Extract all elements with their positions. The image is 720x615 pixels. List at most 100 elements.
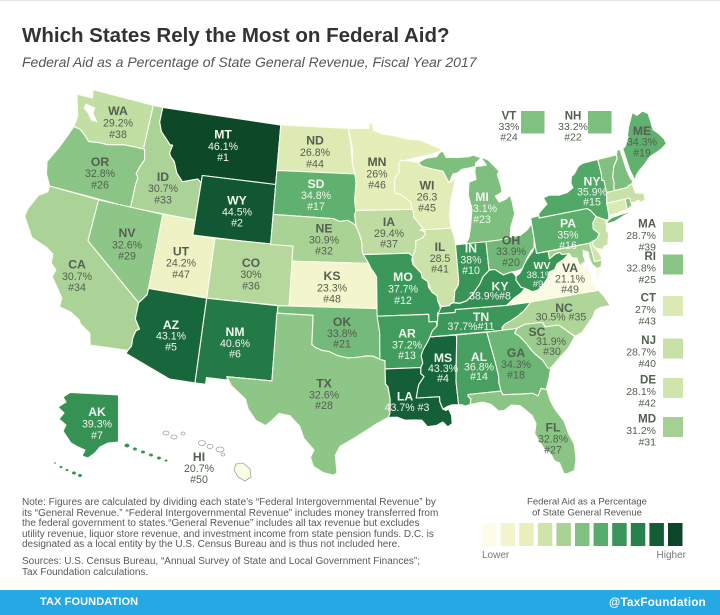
- svg-text:AL: AL: [471, 350, 488, 364]
- svg-text:MO: MO: [393, 270, 413, 284]
- svg-text:IN: IN: [465, 242, 477, 256]
- svg-text:#47: #47: [172, 269, 190, 281]
- svg-text:28.5: 28.5: [430, 253, 451, 265]
- svg-text:#18: #18: [507, 370, 525, 382]
- svg-text:UT: UT: [173, 244, 190, 258]
- svg-text:#37: #37: [380, 239, 398, 251]
- svg-text:31.9%: 31.9%: [536, 336, 567, 348]
- svg-text:28.7%: 28.7%: [626, 230, 656, 242]
- svg-text:28.7%: 28.7%: [626, 346, 656, 358]
- svg-text:#44: #44: [306, 158, 324, 170]
- svg-text:#9: #9: [533, 279, 544, 290]
- svg-text:30.7%: 30.7%: [148, 183, 179, 195]
- svg-text:27%: 27%: [635, 304, 656, 316]
- svg-text:#33: #33: [154, 194, 172, 206]
- svg-text:#48: #48: [323, 294, 341, 306]
- svg-text:#28: #28: [315, 400, 333, 412]
- svg-text:#45: #45: [418, 202, 436, 214]
- svg-text:#17: #17: [307, 201, 325, 213]
- svg-text:43.7% #3: 43.7% #3: [385, 402, 430, 414]
- svg-text:#31: #31: [638, 436, 656, 448]
- svg-text:SD: SD: [308, 177, 325, 191]
- svg-text:NC: NC: [555, 301, 573, 315]
- svg-text:34.8%: 34.8%: [301, 190, 332, 202]
- svg-text:NH: NH: [565, 110, 582, 122]
- svg-text:AK: AK: [88, 405, 106, 419]
- svg-text:30.5% #35: 30.5% #35: [536, 312, 587, 324]
- svg-text:#1: #1: [217, 152, 229, 164]
- svg-text:26.3: 26.3: [417, 191, 438, 203]
- svg-text:OH: OH: [502, 233, 520, 247]
- svg-text:35%: 35%: [557, 229, 579, 241]
- svg-text:#43: #43: [638, 315, 656, 327]
- svg-text:#24: #24: [500, 132, 518, 144]
- svg-text:CO: CO: [242, 256, 260, 270]
- svg-text:36.8%: 36.8%: [464, 362, 495, 374]
- svg-text:37.2%: 37.2%: [392, 339, 423, 351]
- svg-text:FL: FL: [546, 421, 561, 435]
- svg-text:#19: #19: [633, 147, 651, 159]
- svg-text:32.6%: 32.6%: [309, 389, 340, 401]
- svg-text:33.9%: 33.9%: [496, 246, 527, 258]
- svg-text:CT: CT: [641, 293, 656, 305]
- svg-text:30.7%: 30.7%: [62, 271, 93, 283]
- svg-text:32.6%: 32.6%: [112, 239, 143, 251]
- svg-text:37.7%: 37.7%: [388, 284, 419, 296]
- svg-text:29.4%: 29.4%: [374, 228, 405, 240]
- svg-text:MA: MA: [638, 219, 656, 231]
- svg-text:KS: KS: [324, 269, 341, 283]
- svg-text:46.1%: 46.1%: [208, 141, 239, 153]
- svg-text:#32: #32: [315, 246, 333, 258]
- svg-text:20.7%: 20.7%: [184, 463, 215, 475]
- svg-text:39.3%: 39.3%: [82, 419, 113, 431]
- svg-text:#2: #2: [231, 217, 243, 229]
- svg-text:#36: #36: [242, 280, 260, 292]
- svg-text:26.8%: 26.8%: [300, 147, 331, 159]
- svg-text:#5: #5: [165, 341, 177, 353]
- svg-text:26%: 26%: [366, 168, 388, 180]
- svg-text:37.7%#11: 37.7%#11: [448, 321, 495, 333]
- svg-text:#21: #21: [333, 339, 351, 351]
- svg-text:30%: 30%: [240, 269, 262, 281]
- svg-text:WY: WY: [227, 193, 247, 207]
- svg-text:#39: #39: [638, 241, 656, 253]
- svg-text:#25: #25: [638, 274, 656, 286]
- svg-text:33.2%: 33.2%: [558, 121, 588, 133]
- svg-text:#49: #49: [561, 284, 579, 296]
- svg-text:#34: #34: [68, 282, 86, 294]
- svg-text:#50: #50: [190, 474, 208, 486]
- svg-text:32.8%: 32.8%: [538, 434, 569, 446]
- svg-text:RI: RI: [645, 251, 657, 263]
- svg-text:OK: OK: [333, 315, 351, 329]
- svg-text:MS: MS: [434, 351, 452, 365]
- svg-text:#7: #7: [91, 430, 103, 442]
- svg-text:IA: IA: [383, 215, 395, 229]
- svg-text:TX: TX: [316, 377, 332, 391]
- svg-text:MI: MI: [475, 190, 489, 204]
- svg-text:31.2%: 31.2%: [626, 425, 656, 437]
- svg-text:#14: #14: [470, 371, 488, 383]
- svg-text:#23: #23: [473, 214, 491, 226]
- svg-text:30.9%: 30.9%: [309, 235, 340, 247]
- svg-text:NE: NE: [316, 222, 333, 236]
- svg-text:#40: #40: [638, 358, 656, 370]
- svg-text:NM: NM: [226, 325, 245, 339]
- svg-text:DE: DE: [640, 375, 656, 387]
- svg-text:LA: LA: [397, 390, 413, 404]
- svg-text:38%: 38%: [460, 254, 482, 266]
- svg-text:PA: PA: [560, 217, 576, 231]
- svg-text:#22: #22: [564, 132, 582, 144]
- svg-text:#26: #26: [91, 179, 109, 191]
- svg-text:IL: IL: [435, 240, 446, 254]
- svg-text:of State General Revenue: of State General Revenue: [532, 508, 642, 519]
- svg-text:43.1%: 43.1%: [156, 331, 187, 343]
- svg-text:32.8%: 32.8%: [626, 262, 656, 274]
- svg-text:#30: #30: [543, 346, 561, 358]
- svg-text:VA: VA: [562, 261, 578, 275]
- svg-text:24.2%: 24.2%: [166, 258, 197, 270]
- svg-text:#6: #6: [229, 349, 241, 361]
- svg-text:32.8%: 32.8%: [85, 168, 116, 180]
- svg-text:NV: NV: [119, 226, 137, 240]
- svg-text:VT: VT: [502, 110, 517, 122]
- svg-text:33.8%: 33.8%: [327, 328, 358, 340]
